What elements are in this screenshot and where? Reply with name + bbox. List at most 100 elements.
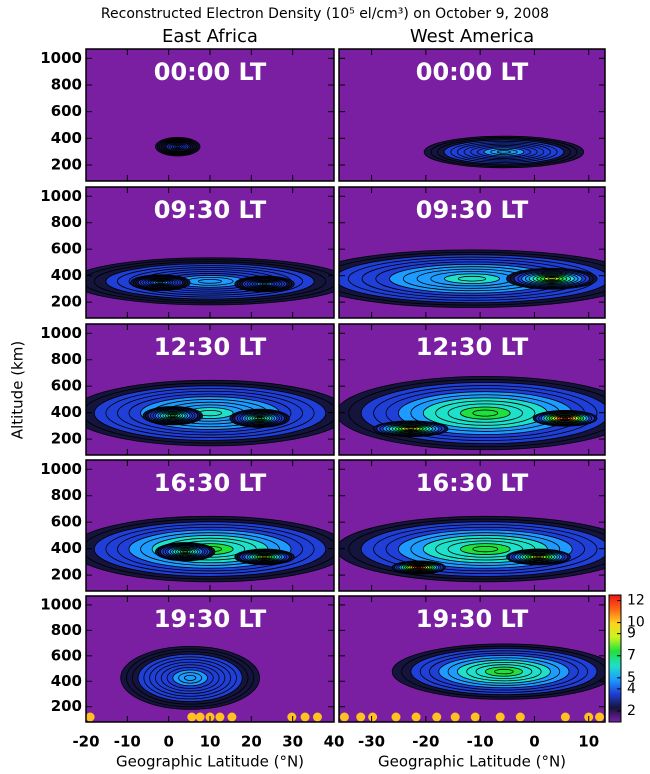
x-tick-label: 30: [282, 733, 303, 751]
contour-level: [494, 668, 514, 675]
y-tick-label: 400: [51, 403, 82, 421]
station-marker: [287, 712, 297, 722]
contour-level: [183, 674, 197, 681]
panel: [86, 49, 334, 181]
contour-level: [182, 550, 189, 553]
panel-frame: [338, 323, 606, 456]
y-tick-label: 400: [51, 129, 82, 147]
panel-title: 19:30 LT: [154, 605, 267, 633]
panel-frame: [338, 186, 606, 319]
x-tick-label: 40: [324, 733, 345, 751]
panel-frame: [338, 459, 606, 592]
contour-level: [562, 417, 569, 420]
x-tick-label: -20: [72, 733, 99, 751]
x-tick-label: 0: [163, 733, 173, 751]
contour-level: [261, 555, 268, 558]
panel: [339, 49, 605, 181]
panel-frame: [338, 595, 606, 723]
x-axis-label: Geographic Latitude (°N): [116, 753, 304, 771]
station-marker: [187, 712, 197, 722]
column-title: East Africa: [162, 26, 258, 47]
contour-level: [457, 275, 487, 282]
station-marker: [432, 712, 442, 722]
colorbar-tick-label: 5: [627, 670, 636, 686]
station-marker: [595, 712, 605, 722]
station-marker: [368, 712, 378, 722]
station-marker: [495, 712, 505, 722]
station-marker: [411, 712, 421, 722]
y-tick-label: 1000: [40, 460, 82, 478]
panel: [86, 596, 334, 722]
y-tick-label: 1000: [40, 324, 82, 342]
y-tick-label: 1000: [40, 49, 82, 67]
station-marker: [300, 712, 310, 722]
station-marker: [450, 712, 460, 722]
y-tick-label: 200: [51, 430, 82, 448]
panel-title: 00:00 LT: [416, 58, 529, 86]
y-tick-label: 200: [51, 566, 82, 584]
contour-level: [175, 145, 181, 148]
panel: [86, 324, 334, 455]
y-tick-label: 400: [51, 266, 82, 284]
station-marker: [86, 712, 95, 722]
y-tick-label: 600: [51, 646, 82, 664]
contour-level: [261, 282, 268, 285]
station-marker: [339, 712, 349, 722]
station-marker: [356, 712, 366, 722]
y-tick-label: 800: [51, 350, 82, 368]
colorbar: [608, 594, 622, 723]
panel-title: 16:30 LT: [154, 469, 267, 497]
y-tick-label: 1000: [40, 595, 82, 613]
panel: [339, 596, 605, 722]
station-marker: [195, 712, 205, 722]
contour-level: [256, 417, 263, 420]
y-tick-label: 800: [51, 76, 82, 94]
panel-title: 12:30 LT: [154, 333, 267, 361]
y-axis-label: Altitude (km): [9, 341, 27, 439]
y-tick-label: 400: [51, 672, 82, 690]
contour-level: [535, 555, 542, 558]
contour-level: [407, 427, 415, 430]
x-tick-label: 10: [578, 733, 599, 751]
contour-level: [416, 566, 422, 569]
x-tick-label: 20: [241, 733, 262, 751]
station-marker: [560, 712, 570, 722]
station-marker: [470, 712, 480, 722]
y-tick-label: 400: [51, 539, 82, 557]
y-tick-label: 800: [51, 213, 82, 231]
y-tick-label: 1000: [40, 187, 82, 205]
y-tick-label: 800: [51, 621, 82, 639]
x-tick-label: -10: [114, 733, 141, 751]
x-tick-label: 0: [529, 733, 539, 751]
station-marker: [391, 712, 401, 722]
contour-level: [472, 409, 499, 417]
y-tick-label: 600: [51, 513, 82, 531]
panel: [339, 460, 605, 591]
x-axis-label: Geographic Latitude (°N): [378, 753, 566, 771]
x-tick-label: -10: [467, 733, 494, 751]
y-tick-label: 800: [51, 486, 82, 504]
panel-title: 09:30 LT: [416, 196, 529, 224]
contour-level: [169, 414, 176, 417]
panel-frame: [338, 48, 606, 182]
panel-title: 00:00 LT: [154, 58, 267, 86]
x-tick-label: -20: [412, 733, 439, 751]
contour-level: [547, 277, 556, 280]
contour-level: [496, 150, 511, 154]
colorbar-tick-label: 10: [627, 615, 645, 631]
x-tick-label: 10: [200, 733, 221, 751]
y-tick-label: 600: [51, 377, 82, 395]
y-tick-label: 200: [51, 156, 82, 174]
station-marker: [215, 712, 225, 722]
panel: [339, 187, 605, 318]
colorbar-tick-label: 9: [627, 626, 636, 642]
station-marker: [515, 712, 525, 722]
panel-title: 19:30 LT: [416, 605, 529, 633]
y-tick-label: 200: [51, 293, 82, 311]
column-title: West America: [410, 26, 534, 47]
y-tick-label: 600: [51, 102, 82, 120]
station-marker: [227, 712, 237, 722]
contour-level: [198, 278, 222, 284]
figure-title: Reconstructed Electron Density (10⁵ el/c…: [101, 6, 549, 22]
